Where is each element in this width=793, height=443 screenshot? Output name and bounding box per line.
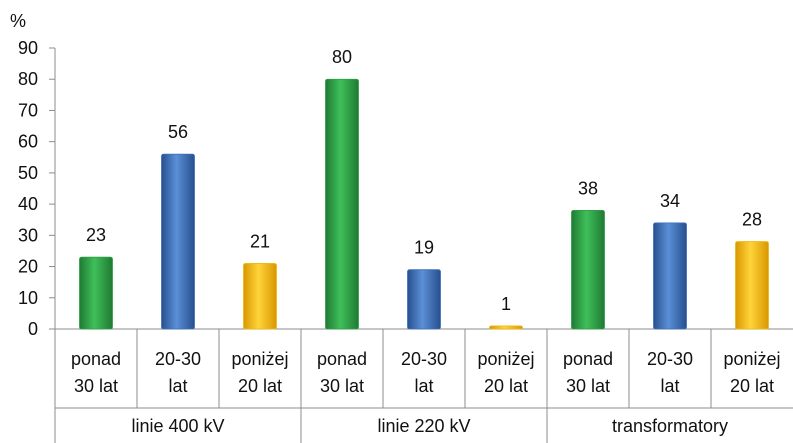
category-label-line1: poniżej <box>723 349 780 369</box>
category-label-line1: ponad <box>71 349 121 369</box>
bar <box>735 241 769 330</box>
data-label: 19 <box>414 238 434 258</box>
y-tick-label: 0 <box>28 319 38 339</box>
bar <box>243 263 277 330</box>
category-label-line2: 30 lat <box>566 376 610 396</box>
data-label: 1 <box>501 294 511 314</box>
y-tick-label: 70 <box>18 100 38 120</box>
category-label-line2: 20 lat <box>238 376 282 396</box>
bar <box>653 222 687 330</box>
bar <box>325 78 359 330</box>
category-label-line1: poniżej <box>231 349 288 369</box>
category-label-line1: ponad <box>563 349 613 369</box>
y-tick-label: 10 <box>18 288 38 308</box>
category-label-line2: 30 lat <box>320 376 364 396</box>
category-label-line1: 20-30 <box>401 349 447 369</box>
y-tick-label: 20 <box>18 257 38 277</box>
data-label: 21 <box>250 231 270 251</box>
category-label-line1: poniżej <box>477 349 534 369</box>
bar <box>571 209 605 330</box>
data-label: 38 <box>578 178 598 198</box>
data-label: 56 <box>168 122 188 142</box>
data-label: 23 <box>86 225 106 245</box>
category-label-line1: 20-30 <box>647 349 693 369</box>
y-tick-label: 40 <box>18 194 38 214</box>
y-tick-label: 90 <box>18 38 38 58</box>
category-label-line1: ponad <box>317 349 367 369</box>
y-tick-label: 30 <box>18 225 38 245</box>
y-tick-label: 50 <box>18 163 38 183</box>
bar <box>161 153 195 330</box>
group-label: linie 400 kV <box>131 416 224 436</box>
category-label-line2: lat <box>660 376 679 396</box>
bar <box>489 325 523 330</box>
data-label: 28 <box>742 210 762 230</box>
category-label-line1: 20-30 <box>155 349 201 369</box>
category-label-line2: lat <box>414 376 433 396</box>
category-label-line2: 30 lat <box>74 376 118 396</box>
data-label: 80 <box>332 47 352 67</box>
y-tick-label: 60 <box>18 132 38 152</box>
y-tick-label: 80 <box>18 69 38 89</box>
group-label: linie 220 kV <box>377 416 470 436</box>
category-label-line2: lat <box>168 376 187 396</box>
category-label-line2: 20 lat <box>730 376 774 396</box>
bar <box>407 269 441 330</box>
category-label-line2: 20 lat <box>484 376 528 396</box>
group-label: transformatory <box>612 416 728 436</box>
y-axis-unit: % <box>10 11 26 31</box>
bar <box>79 256 113 330</box>
data-label: 34 <box>660 191 680 211</box>
